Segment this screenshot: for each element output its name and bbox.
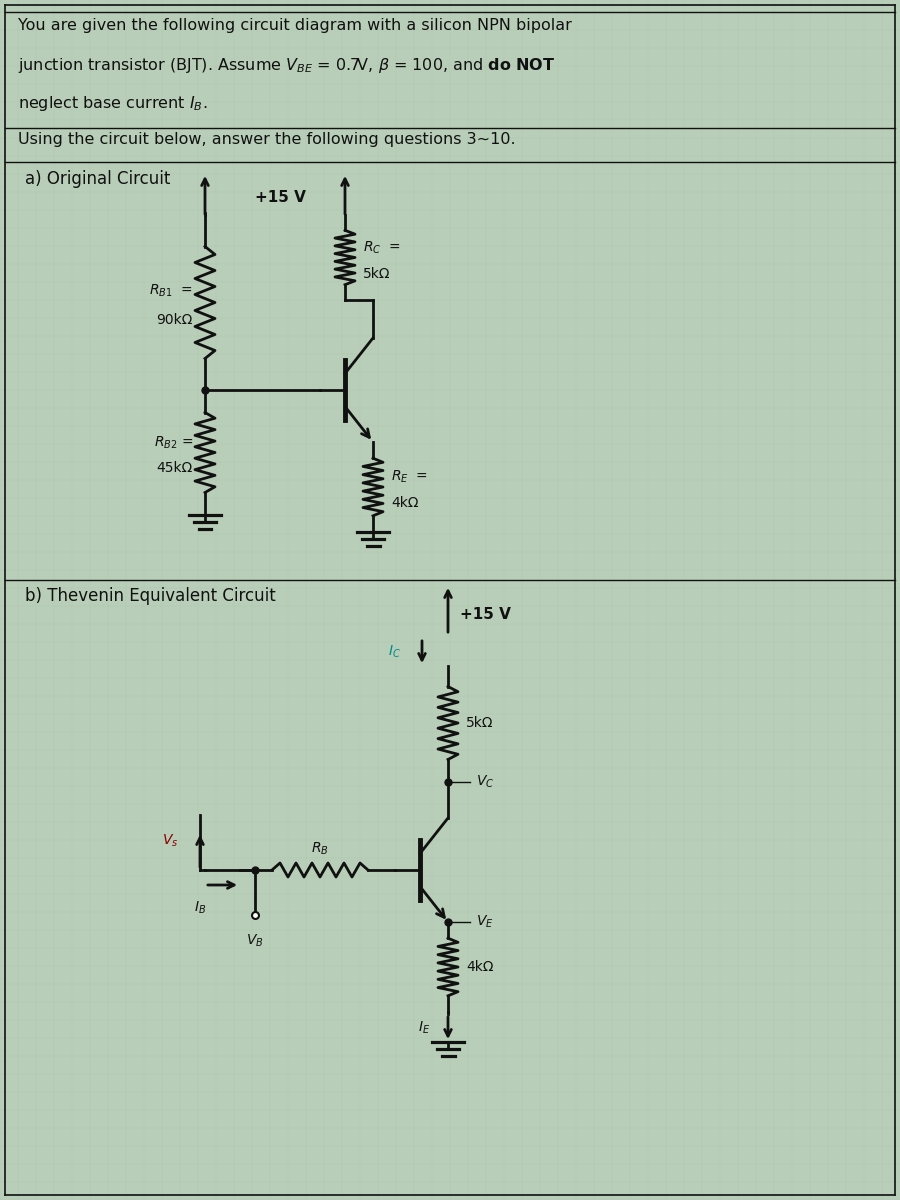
Text: $R_B$: $R_B$ [311,840,328,857]
Text: $I_C$: $I_C$ [388,643,400,660]
Text: $V_C$: $V_C$ [476,774,494,790]
Text: +15 V: +15 V [460,607,511,622]
Text: junction transistor (BJT). Assume $V_{BE}$ = 0.7V, $\beta$ = 100, and $\bf{do\ N: junction transistor (BJT). Assume $V_{BE… [18,56,555,74]
Text: $V_s$: $V_s$ [162,833,178,850]
Text: b) Thevenin Equivalent Circuit: b) Thevenin Equivalent Circuit [25,587,275,605]
Text: 5kΩ: 5kΩ [466,716,493,730]
Text: +15 V: +15 V [255,190,306,205]
Text: 90kΩ: 90kΩ [157,313,193,328]
Text: You are given the following circuit diagram with a silicon NPN bipolar: You are given the following circuit diag… [18,18,572,32]
Text: neglect base current $I_B$.: neglect base current $I_B$. [18,94,208,113]
Text: $R_E$  =: $R_E$ = [391,469,428,485]
Text: 5kΩ: 5kΩ [363,266,391,281]
Text: $R_{B2}$ =: $R_{B2}$ = [154,434,193,451]
Text: $I_B$: $I_B$ [194,900,206,917]
Text: 4kΩ: 4kΩ [391,496,419,510]
Text: 45kΩ: 45kΩ [157,462,193,475]
Text: $V_B$: $V_B$ [247,934,264,949]
Text: $I_E$: $I_E$ [418,1020,430,1037]
Text: $R_C$  =: $R_C$ = [363,239,400,256]
Text: $V_E$: $V_E$ [476,914,493,930]
Text: 4kΩ: 4kΩ [466,960,493,974]
Text: a) Original Circuit: a) Original Circuit [25,170,170,188]
Text: $R_{B1}$  =: $R_{B1}$ = [149,282,193,299]
Text: Using the circuit below, answer the following questions 3~10.: Using the circuit below, answer the foll… [18,132,516,146]
